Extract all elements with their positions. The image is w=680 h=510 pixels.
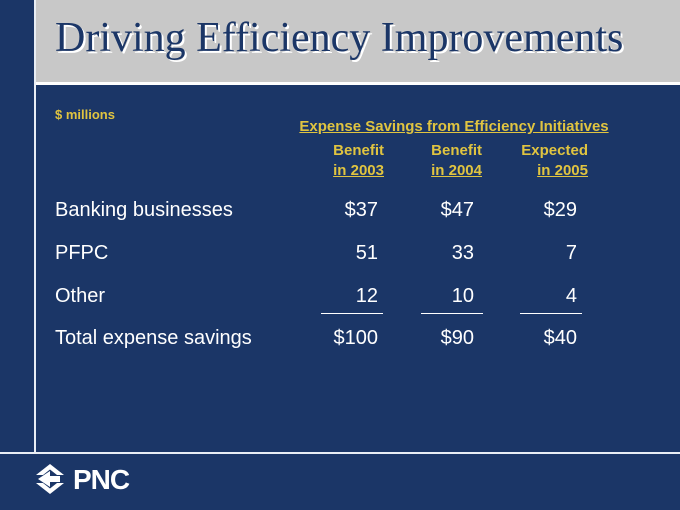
table-row-other: Other 12 10 4	[0, 285, 680, 315]
row-label: PFPC	[55, 242, 109, 264]
subtotal-rule	[421, 313, 483, 314]
units-label: $ millions	[55, 107, 115, 122]
column-header-line2: in 2004	[431, 162, 482, 179]
table-row-pfpc: PFPC 51 33 7	[0, 242, 680, 272]
cell-2003: 12	[355, 285, 378, 307]
pnc-arrow-logo-icon	[36, 464, 64, 494]
cell-2003: $100	[333, 327, 379, 349]
cell-2003: 51	[355, 242, 378, 264]
column-header-2003: Benefit in 2003	[294, 141, 384, 181]
cell-2005: 4	[565, 285, 577, 307]
column-header-line2: in 2005	[537, 162, 588, 179]
title-divider	[36, 82, 680, 85]
cell-2004: $47	[440, 199, 474, 221]
cell-2005: $40	[543, 327, 577, 349]
subtotal-rule	[321, 313, 383, 314]
cell-2004: 33	[451, 242, 474, 264]
column-header-line1: Expected	[521, 142, 588, 159]
column-header-line1: Benefit	[333, 142, 384, 159]
cell-2005: $29	[543, 199, 577, 221]
column-header-line1: Benefit	[431, 142, 482, 159]
row-label: Banking businesses	[55, 199, 233, 221]
pnc-logo-text: PNC	[73, 464, 130, 495]
subtotal-rule	[520, 313, 582, 314]
title-band	[36, 0, 680, 82]
cell-2005: 7	[565, 242, 577, 264]
footer-divider	[0, 452, 680, 454]
section-title: Expense Savings from Efficiency Initiati…	[299, 118, 609, 135]
cell-2004: $90	[440, 327, 474, 349]
table-row-total: Total expense savings $100 $90 $40	[0, 327, 680, 357]
pnc-logo: PNC	[33, 462, 153, 496]
table-row-banking: Banking businesses $37 $47 $29	[0, 199, 680, 229]
row-label: Other	[55, 285, 106, 307]
column-header-line2: in 2003	[333, 162, 384, 179]
row-label: Total expense savings	[55, 327, 252, 349]
left-band	[0, 0, 34, 453]
column-header-2005: Expected in 2005	[498, 141, 588, 181]
vertical-divider	[34, 0, 36, 453]
slide-title: Driving Efficiency Improvements	[55, 15, 624, 61]
cell-2004: 10	[451, 285, 474, 307]
cell-2003: $37	[344, 199, 378, 221]
column-header-2004: Benefit in 2004	[392, 141, 482, 181]
